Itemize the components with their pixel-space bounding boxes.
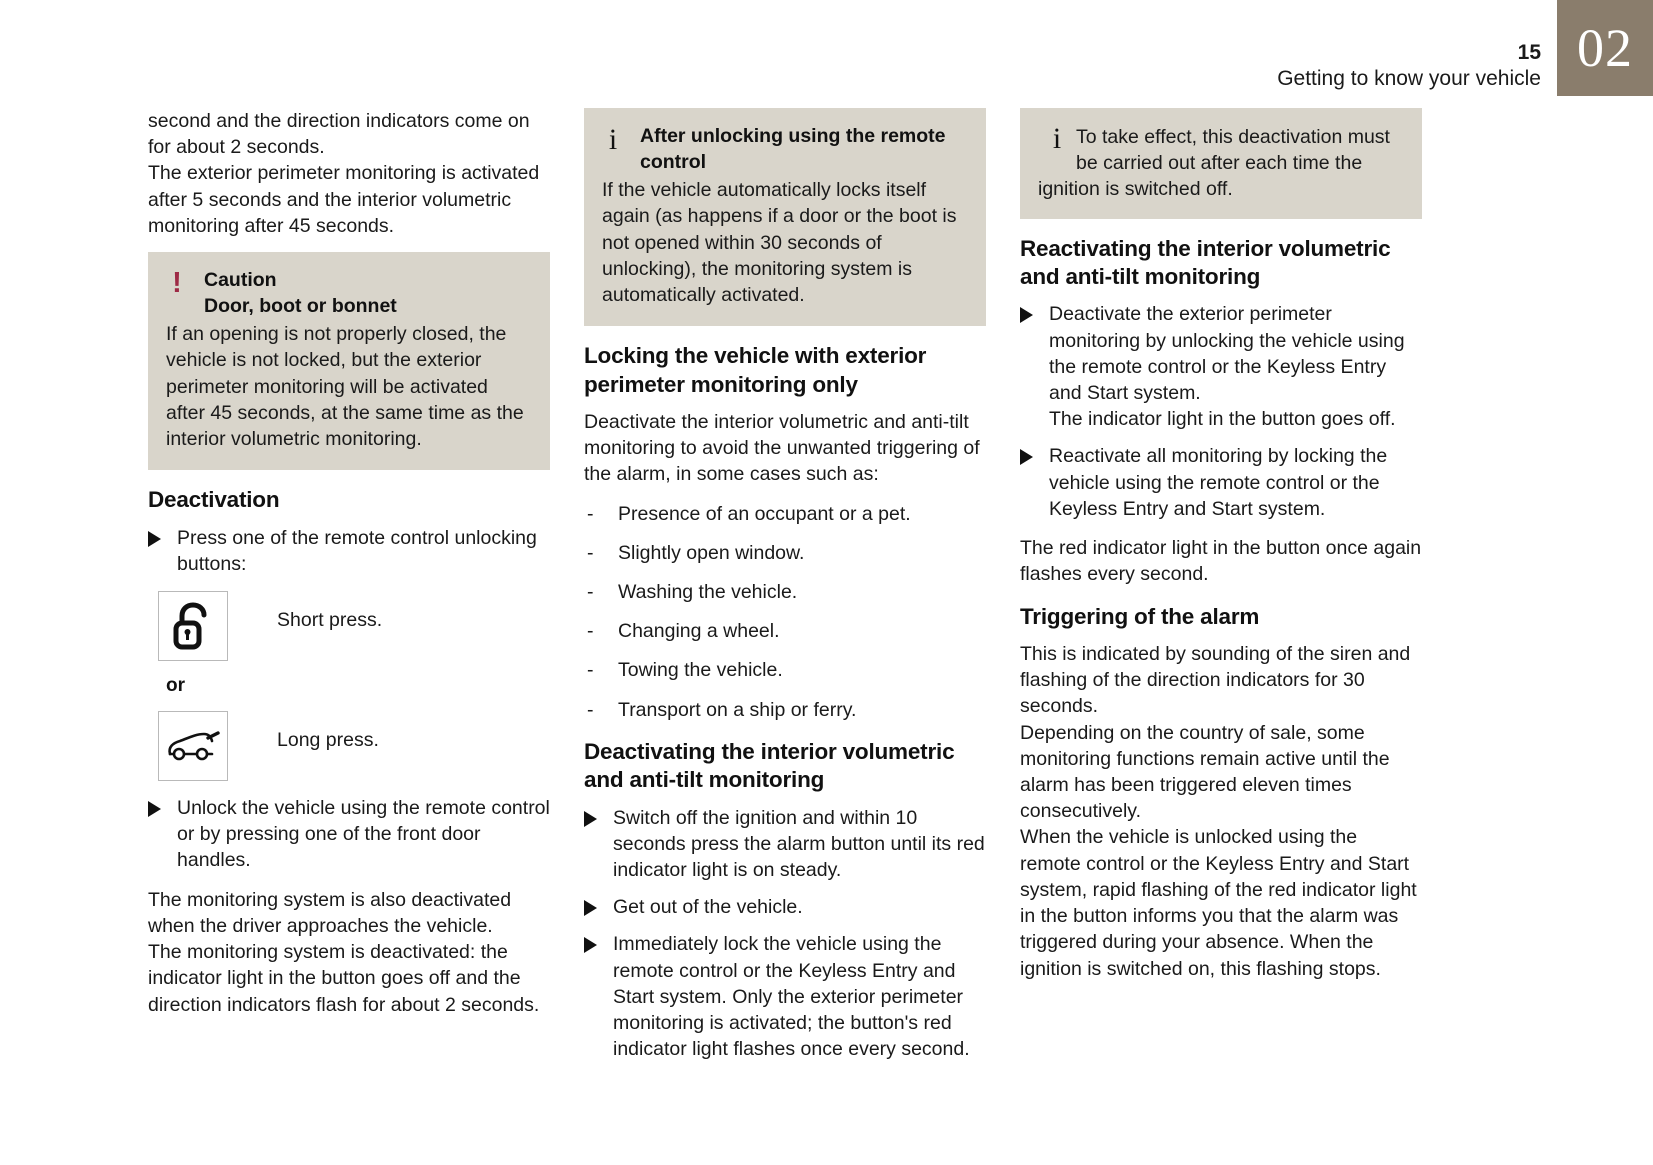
long-press-caption: Long press. — [277, 729, 379, 752]
open-padlock-icon — [173, 602, 207, 650]
middle-column: i After unlocking using the remote contr… — [584, 108, 986, 1075]
arrow-bullet-icon — [148, 530, 161, 547]
heading-deactivating-interior: Deactivating the interior volumetric and… — [584, 738, 955, 793]
left-intro-paragraph-1: second and the direction indicators come… — [148, 110, 530, 159]
info-text-first-lines: To take effect, this deactivation must b… — [1076, 126, 1390, 175]
caution-header: ! Caution Door, boot or bonnet — [166, 268, 532, 319]
page-content: second and the direction indicators come… — [148, 108, 1442, 1075]
locking-intro-paragraph: Deactivate the interior volumetric and a… — [584, 410, 980, 486]
caution-subtitle: Door, boot or bonnet — [204, 294, 397, 317]
dash-bullet-icon: - — [587, 620, 594, 643]
list-item: - Changing a wheel. — [584, 618, 986, 644]
case-text: Presence of an occupant or a pet. — [618, 502, 911, 525]
info-box-after-unlocking: i After unlocking using the remote contr… — [584, 108, 986, 327]
dash-bullet-icon: - — [587, 580, 594, 603]
list-item: Press one of the remote control unlockin… — [148, 525, 550, 577]
step-text-line-a: Deactivate the exterior perimeter monito… — [1049, 303, 1405, 404]
list-item: Deactivate the exterior perimeter monito… — [1020, 301, 1422, 432]
case-text: Slightly open window. — [618, 541, 805, 564]
caution-body-text: If an opening is not properly closed, th… — [166, 323, 524, 451]
case-text: Washing the vehicle. — [618, 580, 798, 603]
info-box-deactivation-effect: i To take effect, this deactivation must… — [1020, 108, 1422, 219]
after-steps-paragraph: The red indicator light in the button on… — [1020, 537, 1422, 586]
heading-deactivation: Deactivation — [148, 487, 280, 513]
reactivating-steps-list: Deactivate the exterior perimeter monito… — [1020, 301, 1422, 522]
deactivation-step-list: Press one of the remote control unlockin… — [148, 525, 550, 577]
open-padlock-icon-box — [158, 591, 228, 662]
list-item: - Slightly open window. — [584, 540, 986, 566]
info-box-header: i After unlocking using the remote contr… — [602, 124, 968, 175]
short-press-caption: Short press. — [277, 609, 383, 632]
list-item: - Washing the vehicle. — [584, 579, 986, 605]
list-item: Switch off the ignition and within 10 se… — [584, 805, 986, 884]
arrow-bullet-icon — [584, 937, 597, 954]
case-text: Transport on a ship or ferry. — [618, 698, 857, 721]
heading-reactivating-interior: Reactivating the interior volumetric and… — [1020, 235, 1391, 289]
step-text: Get out of the vehicle. — [613, 896, 803, 919]
car-open-boot-icon-box — [158, 711, 228, 782]
list-item: Reactivate all monitoring by locking the… — [1020, 443, 1422, 522]
info-box-body-text: If the vehicle automatically locks itsel… — [602, 179, 957, 306]
chapter-number-tab: 02 — [1557, 0, 1653, 96]
list-item: - Towing the vehicle. — [584, 657, 986, 683]
arrow-bullet-icon — [584, 810, 597, 827]
exclamation-icon: ! — [172, 267, 182, 300]
or-label: or — [166, 675, 185, 697]
caution-title-group: Caution Door, boot or bonnet — [204, 268, 397, 319]
dash-bullet-icon: - — [587, 659, 594, 682]
step-text: Reactivate all monitoring by locking the… — [1049, 445, 1388, 520]
heading-triggering-alarm: Triggering of the alarm — [1020, 603, 1260, 629]
info-box-flow-text: i To take effect, this deactivation must… — [1038, 124, 1404, 203]
unlock-step-text: Unlock the vehicle using the remote cont… — [177, 797, 550, 872]
information-i-icon: i — [608, 123, 618, 156]
dash-bullet-icon: - — [587, 698, 594, 721]
chapter-number-label: 02 — [1577, 18, 1633, 78]
info-text-remaining-lines: ignition is switched off. — [1038, 178, 1233, 201]
spacer — [148, 781, 550, 795]
header-section-title: Getting to know your vehicle — [1277, 67, 1541, 91]
step-text: Switch off the ignition and within 10 se… — [613, 806, 985, 881]
triggering-paragraph-3: When the vehicle is unlocked using the r… — [1020, 826, 1417, 980]
heading-locking-exterior-only: Locking the vehicle with exterior perime… — [584, 343, 927, 397]
long-press-row: Long press. — [148, 711, 550, 782]
dash-bullet-icon: - — [587, 541, 594, 564]
car-open-boot-icon — [168, 731, 220, 761]
short-press-row: Short press. — [148, 591, 550, 662]
left-column: second and the direction indicators come… — [148, 108, 550, 1075]
dash-bullet-icon: - — [587, 502, 594, 525]
list-item: Immediately lock the vehicle using the r… — [584, 931, 986, 1062]
cases-list: - Presence of an occupant or a pet. - Sl… — [584, 501, 986, 723]
unlock-step-list: Unlock the vehicle using the remote cont… — [148, 795, 550, 874]
triggering-paragraph-1: This is indicated by sounding of the sir… — [1020, 642, 1411, 718]
triggering-paragraph-2: Depending on the country of sale, some m… — [1020, 721, 1390, 823]
list-item: - Presence of an occupant or a pet. — [584, 501, 986, 527]
step-text-line-b: The indicator light in the button goes o… — [1049, 408, 1396, 431]
list-item: Get out of the vehicle. — [584, 894, 986, 920]
arrow-bullet-icon — [1020, 449, 1033, 466]
deactivating-steps-list: Switch off the ignition and within 10 se… — [584, 805, 986, 1063]
page-number: 15 — [1517, 41, 1541, 64]
list-item: - Transport on a ship or ferry. — [584, 697, 986, 723]
right-column: i To take effect, this deactivation must… — [1020, 108, 1422, 1075]
deactivation-step-text: Press one of the remote control unlockin… — [177, 526, 537, 575]
case-text: Changing a wheel. — [618, 620, 780, 643]
page-header: 15 Getting to know your vehicle — [1277, 40, 1541, 91]
arrow-bullet-icon — [148, 801, 161, 818]
arrow-bullet-icon — [1020, 307, 1033, 324]
caution-box: ! Caution Door, boot or bonnet If an ope… — [148, 252, 550, 471]
information-i-icon: i — [1052, 122, 1062, 155]
left-closing-line-2: The monitoring system is deactivated: th… — [148, 941, 540, 1016]
caution-title: Caution — [204, 269, 277, 292]
case-text: Towing the vehicle. — [618, 659, 783, 682]
left-intro-paragraph-2: The exterior perimeter monitoring is act… — [148, 162, 540, 237]
info-box-title: After unlocking using the remote control — [640, 125, 946, 173]
step-text: Immediately lock the vehicle using the r… — [613, 933, 970, 1061]
list-item: Unlock the vehicle using the remote cont… — [148, 795, 550, 874]
arrow-bullet-icon — [584, 900, 597, 917]
left-closing-line-1: The monitoring system is also deactivate… — [148, 888, 512, 937]
